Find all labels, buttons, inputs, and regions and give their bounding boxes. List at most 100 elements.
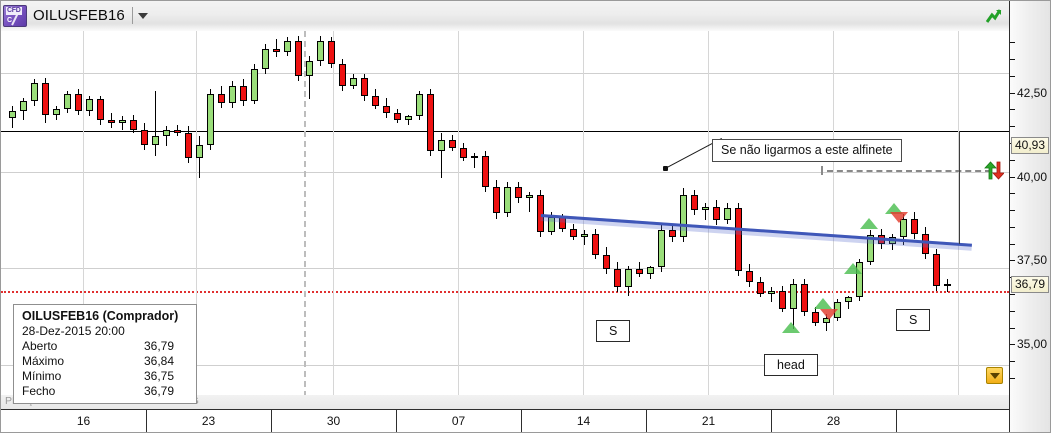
candle-body-bearish — [559, 216, 566, 229]
symbol-header[interactable]: CFD C OILUSFEB16 — [3, 3, 148, 28]
gridline-date-07 — [458, 1, 459, 397]
label-left-shoulder[interactable]: S — [596, 320, 631, 342]
candle-body-bearish — [636, 268, 643, 274]
quote-row: Mínimo 36,75 — [22, 369, 190, 384]
buy-sell-arrows-icon[interactable] — [984, 161, 1005, 185]
date-axis-tick[interactable]: 21 — [701, 414, 716, 428]
alert-level-line[interactable] — [827, 170, 991, 172]
candle-body-bearish — [922, 233, 929, 254]
candle-body-bullish — [504, 186, 511, 214]
alert-line-handle[interactable] — [821, 166, 823, 175]
cfd-logo-top-text: CFD — [6, 6, 22, 15]
price-axis-tick — [1010, 378, 1015, 379]
candle-body-bearish — [361, 77, 368, 97]
candle-body-bearish — [460, 148, 467, 159]
candle-body-bullish — [229, 86, 236, 103]
candle-body-bullish — [724, 208, 731, 221]
gridline-37-50 — [1, 268, 1009, 269]
callout-note[interactable]: Se não ligarmos a este alfinete — [712, 139, 902, 162]
quote-datetime: 28-Dez-2015 20:00 — [22, 324, 125, 338]
quote-info-panel: OILUSFEB16 (Comprador) 28-Dez-2015 20:00… — [13, 304, 197, 404]
date-axis-separator — [646, 410, 647, 432]
candle-body-bearish — [339, 64, 346, 86]
quote-row-value: 36,79 — [143, 384, 174, 398]
candle-body-bearish — [75, 94, 82, 112]
price-axis-tick — [1010, 328, 1015, 329]
date-axis-separator — [521, 410, 522, 432]
candle-wick — [276, 39, 277, 58]
candle-body-bullish — [581, 233, 588, 237]
toolbar-band — [1, 1, 1050, 31]
candle-body-bullish — [647, 267, 654, 274]
indicative-price-badge[interactable]: 40,93 — [1011, 137, 1050, 155]
candle-body-bullish — [317, 40, 324, 61]
price-plot-area[interactable]: Se não ligarmos a este alfinete S head S — [1, 1, 1009, 397]
candle-body-bearish — [130, 119, 137, 130]
candle-body-bearish — [295, 40, 302, 76]
chevron-down-icon[interactable] — [137, 12, 148, 19]
candle-body-bullish — [119, 119, 126, 123]
date-axis-tick[interactable]: 30 — [326, 414, 341, 428]
candle-body-bullish — [31, 82, 38, 102]
candle-wick — [771, 287, 772, 303]
candle-body-bearish — [713, 206, 720, 221]
date-axis-tick[interactable]: 07 — [451, 414, 466, 428]
label-right-shoulder[interactable]: S — [896, 309, 931, 331]
candle-body-bearish — [218, 94, 225, 103]
candle-body-bearish — [273, 49, 280, 53]
candle-body-bullish — [196, 144, 203, 159]
candle-body-bearish — [449, 139, 456, 149]
date-axis-tick[interactable]: 16 — [76, 414, 91, 428]
candle-body-bearish — [779, 290, 786, 310]
date-axis[interactable]: 16 23 30 07 14 21 28 — [1, 409, 1010, 432]
candle-wick — [474, 153, 475, 169]
candle-wick — [584, 230, 585, 246]
candle-body-bullish — [702, 206, 709, 211]
chevron-down-icon[interactable] — [986, 367, 1003, 384]
candle-body-bearish — [878, 235, 885, 244]
candle-body-bearish — [735, 208, 742, 271]
gridline-date-28 — [833, 1, 834, 397]
date-axis-separator — [396, 410, 397, 432]
candle-body-bearish — [515, 186, 522, 199]
candle-body-bearish — [592, 233, 599, 256]
quote-row-value: 36,75 — [143, 369, 174, 383]
price-axis-tick — [1010, 59, 1015, 60]
candle-body-bullish — [350, 77, 357, 86]
candle-body-bearish — [746, 270, 753, 283]
buy-signal-marker — [885, 202, 903, 214]
candle-wick — [705, 203, 706, 221]
buy-signal-marker — [814, 298, 832, 310]
indicative-price-line — [1, 131, 1009, 132]
quote-row: Máximo 36,84 — [22, 354, 190, 369]
last-price-badge[interactable]: 36,79 — [1011, 276, 1050, 294]
candle-body-bullish — [416, 94, 423, 117]
price-axis[interactable]: 42,50 40,00 37,50 35,00 40,93 36,79 — [1009, 1, 1050, 432]
price-axis-tick — [1010, 210, 1015, 211]
date-axis-tick[interactable]: 28 — [826, 414, 841, 428]
quote-title: OILUSFEB16 (Comprador) — [22, 309, 179, 323]
price-axis-tick — [1010, 109, 1015, 110]
candle-body-bearish — [757, 282, 764, 294]
date-axis-separator — [146, 410, 147, 432]
cfd-logo-bottom-text: C — [7, 16, 13, 24]
candle-body-bullish — [86, 99, 93, 112]
price-axis-tick — [1010, 93, 1015, 94]
candle-body-bullish — [625, 268, 632, 288]
candle-body-bearish — [174, 129, 181, 133]
symbol-name: OILUSFEB16 — [33, 7, 125, 24]
candle-body-bearish — [603, 255, 610, 269]
candle-body-bearish — [570, 228, 577, 237]
label-head[interactable]: head — [764, 354, 818, 376]
candle-wick — [166, 126, 167, 147]
buy-signal-marker — [782, 321, 800, 333]
date-axis-tick[interactable]: 14 — [576, 414, 591, 428]
gridline-42-50 — [1, 73, 1009, 74]
green-up-arrow-icon[interactable] — [985, 9, 1003, 29]
candle-body-bullish — [20, 101, 27, 112]
candle-wick — [309, 55, 310, 100]
gridline-date-14 — [583, 1, 584, 397]
date-axis-tick[interactable]: 23 — [201, 414, 216, 428]
candle-body-bearish — [669, 230, 676, 237]
candle-wick — [408, 114, 409, 125]
